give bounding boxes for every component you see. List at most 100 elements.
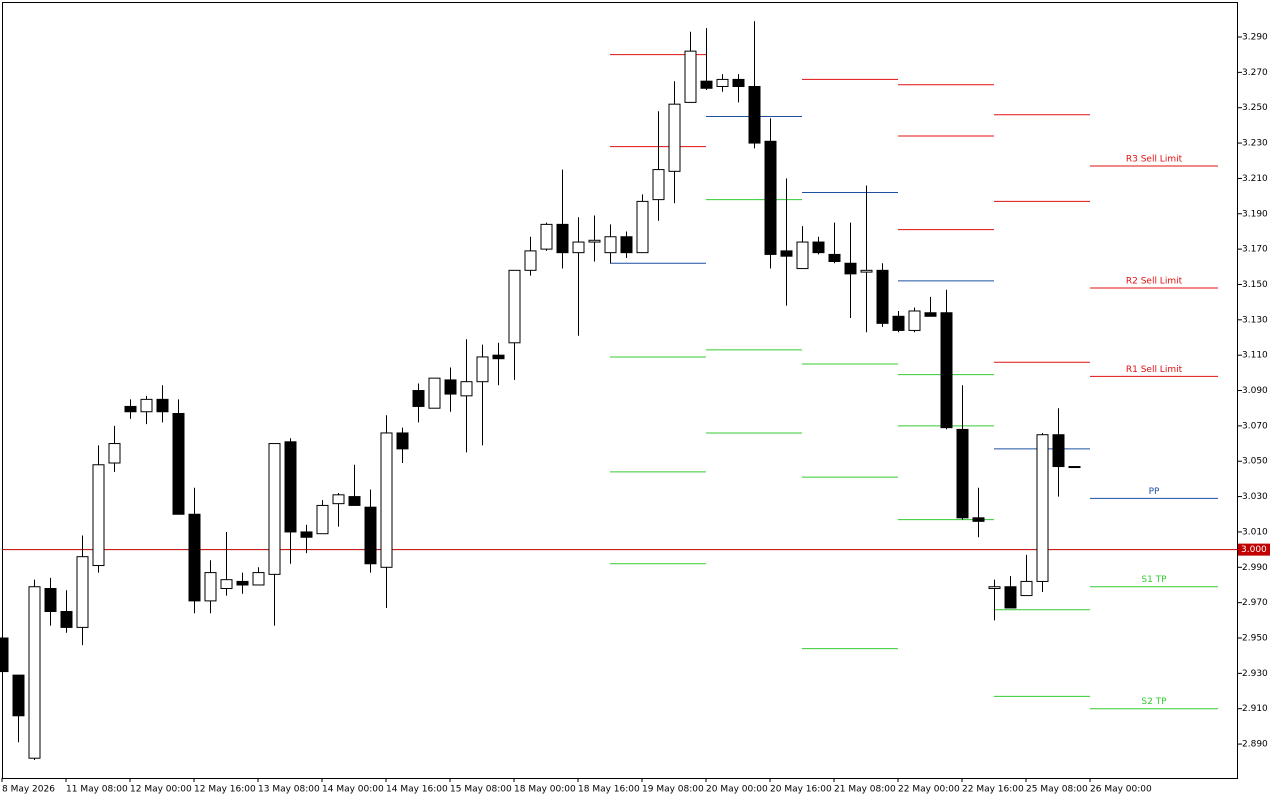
x-tick-label: 11 May 08:00	[66, 785, 128, 795]
candle-body	[684, 50, 697, 103]
candle-body	[924, 312, 937, 317]
candle-body	[156, 398, 169, 413]
pivot-label: PP	[1149, 487, 1160, 497]
y-tick-label: 2.930	[1242, 669, 1268, 679]
candle-body	[492, 354, 505, 360]
x-tick-label: 26 May 00:00	[1090, 785, 1152, 795]
candle-body	[332, 494, 345, 505]
candle-body	[588, 239, 601, 243]
current-price-box	[1238, 543, 1270, 556]
candle-body	[364, 506, 377, 565]
candle-body	[604, 236, 617, 254]
y-tick-label: 3.250	[1242, 103, 1268, 113]
candle-body	[300, 531, 313, 538]
candle-body	[1052, 434, 1065, 468]
candle-body	[348, 496, 361, 506]
x-tick-label: 14 May 16:00	[386, 785, 448, 795]
pivot-label: S2 TP	[1141, 697, 1167, 707]
candle-body	[796, 241, 809, 270]
y-tick-label: 3.010	[1242, 527, 1268, 537]
x-tick-label: 12 May 00:00	[130, 785, 192, 795]
candle-body	[1004, 586, 1017, 609]
pivot-label: R3 Sell Limit	[1126, 155, 1183, 165]
candle-body	[0, 637, 9, 673]
candle-body	[652, 169, 665, 201]
candle-body	[396, 432, 409, 450]
candle-body	[124, 405, 137, 413]
candle-body	[700, 80, 713, 89]
y-tick-label: 3.170	[1242, 245, 1268, 255]
candle-body	[412, 390, 425, 407]
candle-body	[28, 586, 41, 759]
y-tick-label: 3.210	[1242, 174, 1268, 184]
candle-body	[812, 241, 825, 254]
candle-body	[876, 269, 889, 324]
y-tick-label: 3.110	[1242, 351, 1268, 361]
x-tick-label: 19 May 08:00	[642, 785, 704, 795]
candle-body	[668, 103, 681, 172]
y-tick-label: 3.090	[1242, 386, 1268, 396]
candle-body	[572, 241, 585, 254]
y-tick-label: 3.050	[1242, 457, 1268, 467]
x-tick-label: 20 May 16:00	[770, 785, 832, 795]
candle-body	[988, 586, 1001, 590]
candle-body	[748, 85, 761, 144]
y-tick-label: 3.290	[1242, 32, 1268, 42]
candle-body	[908, 310, 921, 331]
x-tick-label: 20 May 00:00	[706, 785, 768, 795]
candle-body	[44, 588, 57, 612]
candle-body	[204, 572, 217, 602]
candle-body	[108, 443, 121, 464]
candle-body	[972, 517, 985, 522]
candle-body	[1036, 434, 1049, 582]
y-tick-label: 3.070	[1242, 421, 1268, 431]
candle-body	[76, 556, 89, 628]
candle-body	[236, 580, 249, 586]
y-tick-label: 3.230	[1242, 139, 1268, 149]
candle-body	[524, 250, 537, 271]
candle-body	[764, 140, 777, 255]
x-tick-label: 15 May 08:00	[450, 785, 512, 795]
candle-body	[316, 504, 329, 535]
candle-body	[636, 200, 649, 254]
x-tick-label: 18 May 16:00	[578, 785, 640, 795]
y-tick-label: 2.970	[1242, 598, 1268, 608]
candle-body	[940, 312, 953, 429]
candle-body	[780, 250, 793, 257]
y-tick-label: 3.130	[1242, 315, 1268, 325]
candle-body	[860, 269, 873, 273]
candle-body	[732, 78, 745, 87]
candle-body	[620, 236, 633, 254]
candle-body	[892, 315, 905, 331]
x-tick-label: 22 May 00:00	[898, 785, 960, 795]
candle-body	[460, 381, 473, 397]
candle-body	[444, 379, 457, 395]
pivot-label: R2 Sell Limit	[1126, 277, 1183, 287]
y-tick-label: 2.890	[1242, 740, 1268, 750]
x-tick-label: 12 May 16:00	[194, 785, 256, 795]
candle-body	[828, 253, 841, 262]
candle-body	[844, 262, 857, 275]
y-tick-label: 2.910	[1242, 704, 1268, 714]
candle-body	[956, 428, 969, 519]
x-tick-label: 14 May 00:00	[322, 785, 384, 795]
x-tick-label: 25 May 08:00	[1026, 785, 1088, 795]
plot-frame	[2, 2, 1238, 779]
x-tick-label: 13 May 08:00	[258, 785, 320, 795]
candle-body	[476, 356, 489, 383]
candle-body	[1068, 466, 1081, 469]
pivot-label: R1 Sell Limit	[1126, 365, 1183, 375]
y-tick-label: 3.150	[1242, 280, 1268, 290]
y-tick-label: 2.990	[1242, 563, 1268, 573]
y-tick-label: 2.950	[1242, 634, 1268, 644]
x-tick-label: 22 May 16:00	[962, 785, 1024, 795]
x-tick-label: 18 May 00:00	[514, 785, 576, 795]
candle-body	[268, 443, 281, 575]
candle-body	[508, 269, 521, 344]
candle-body	[380, 432, 393, 568]
candle-body	[12, 674, 25, 717]
candle-body	[188, 513, 201, 602]
